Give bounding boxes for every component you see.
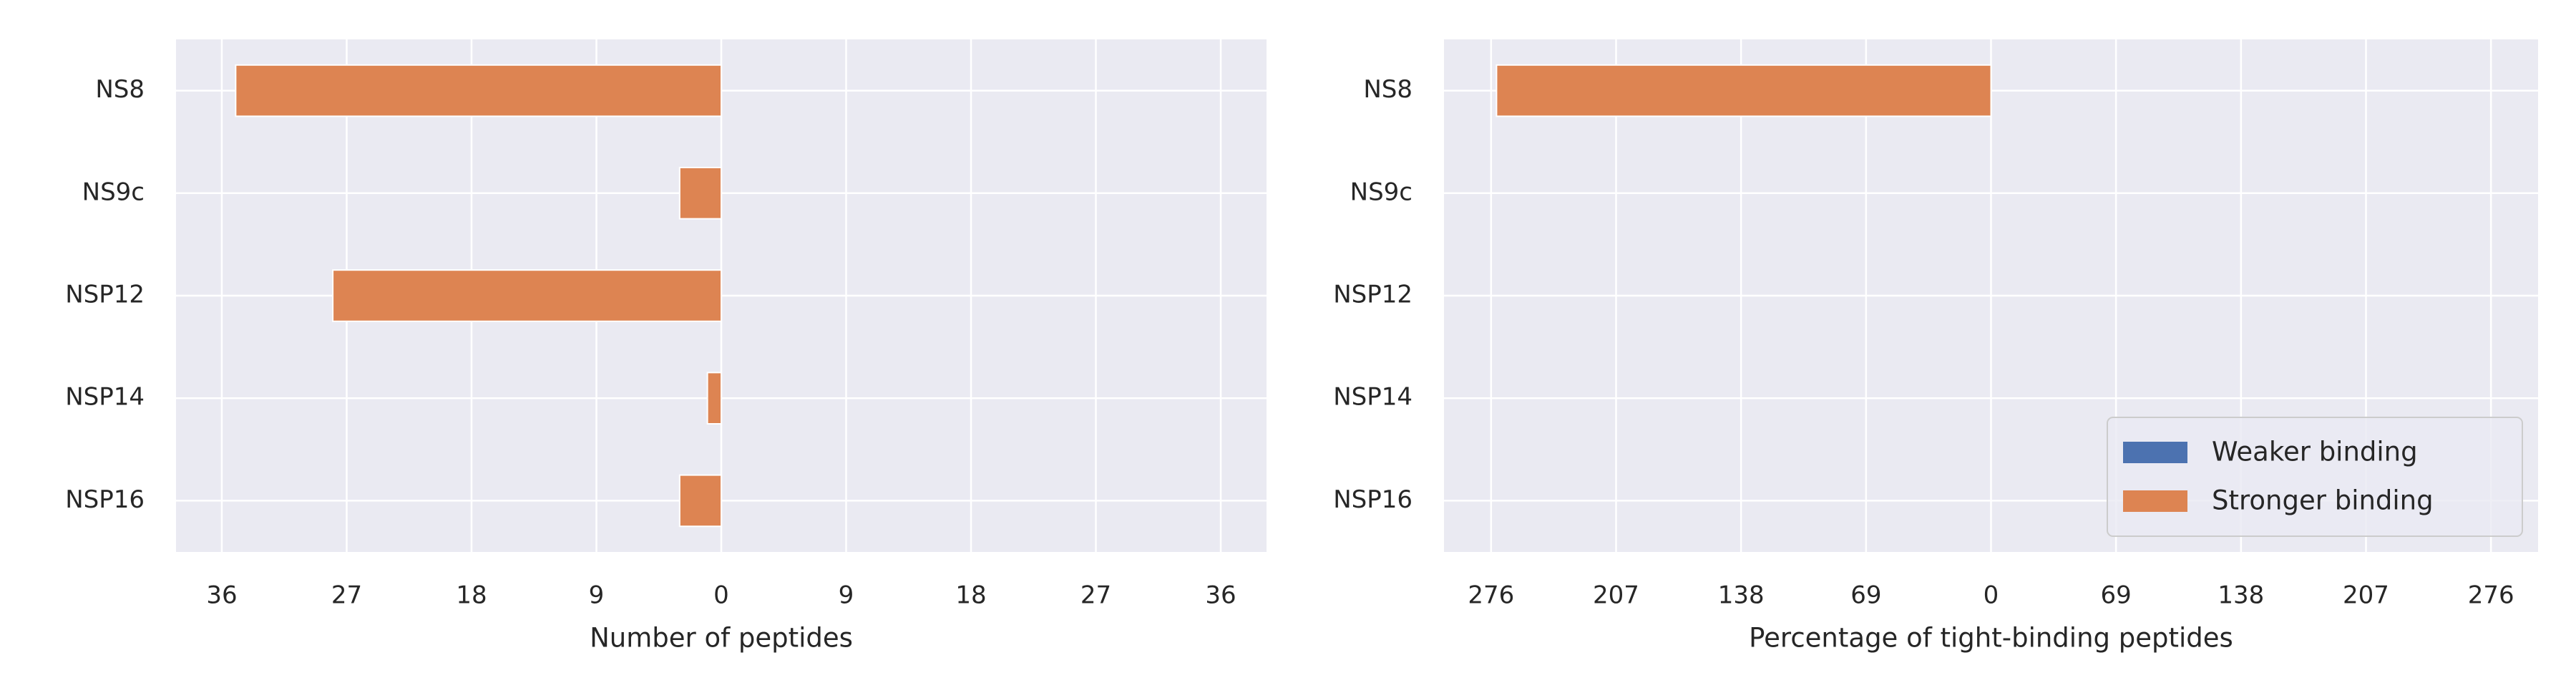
- x-tick-label: 9: [589, 581, 605, 610]
- bar: [1496, 64, 1992, 117]
- y-tick-label: NS9c: [82, 178, 145, 206]
- legend-swatch: [2123, 490, 2187, 512]
- legend-box: [2107, 417, 2523, 537]
- x-tick-label: 138: [1718, 581, 1765, 610]
- x-axis-label: Number of peptides: [590, 623, 853, 654]
- x-axis-label: Percentage of tight-binding peptides: [1749, 623, 2233, 654]
- x-tick-label: 276: [1468, 581, 1514, 610]
- x-tick-label: 36: [1205, 581, 1236, 610]
- y-tick-label: NSP12: [65, 281, 145, 309]
- x-tick-label: 36: [206, 581, 237, 610]
- x-tick-label: 9: [839, 581, 854, 610]
- bar: [678, 474, 722, 528]
- x-tick-label: 18: [955, 581, 986, 610]
- x-tick-label: 207: [1593, 581, 1639, 610]
- x-tick-label: 27: [1080, 581, 1111, 610]
- y-tick-label: NS8: [95, 75, 145, 104]
- y-tick-label: NSP16: [1333, 485, 1413, 514]
- y-tick-label: NS8: [1363, 75, 1413, 104]
- legend-label: Stronger binding: [2212, 485, 2434, 516]
- x-tick-label: 0: [713, 581, 729, 610]
- bar: [706, 372, 722, 425]
- x-tick-label: 69: [1850, 581, 1881, 610]
- x-tick-label: 276: [2468, 581, 2514, 610]
- legend-swatch: [2123, 442, 2187, 463]
- x-tick-label: 138: [2218, 581, 2264, 610]
- x-tick-label: 27: [331, 581, 362, 610]
- x-tick-label: 18: [456, 581, 487, 610]
- y-tick-label: NSP12: [1333, 281, 1413, 309]
- bar: [678, 167, 722, 220]
- legend-label: Weaker binding: [2212, 437, 2418, 467]
- x-tick-label: 0: [1984, 581, 1999, 610]
- bar: [235, 64, 723, 117]
- y-tick-label: NSP14: [65, 383, 145, 412]
- y-tick-label: NSP14: [1333, 383, 1413, 412]
- bar: [332, 269, 722, 322]
- y-tick-label: NS9c: [1350, 178, 1413, 206]
- y-tick-label: NSP16: [65, 485, 145, 514]
- x-tick-label: 69: [2101, 581, 2132, 610]
- x-tick-label: 207: [2343, 581, 2389, 610]
